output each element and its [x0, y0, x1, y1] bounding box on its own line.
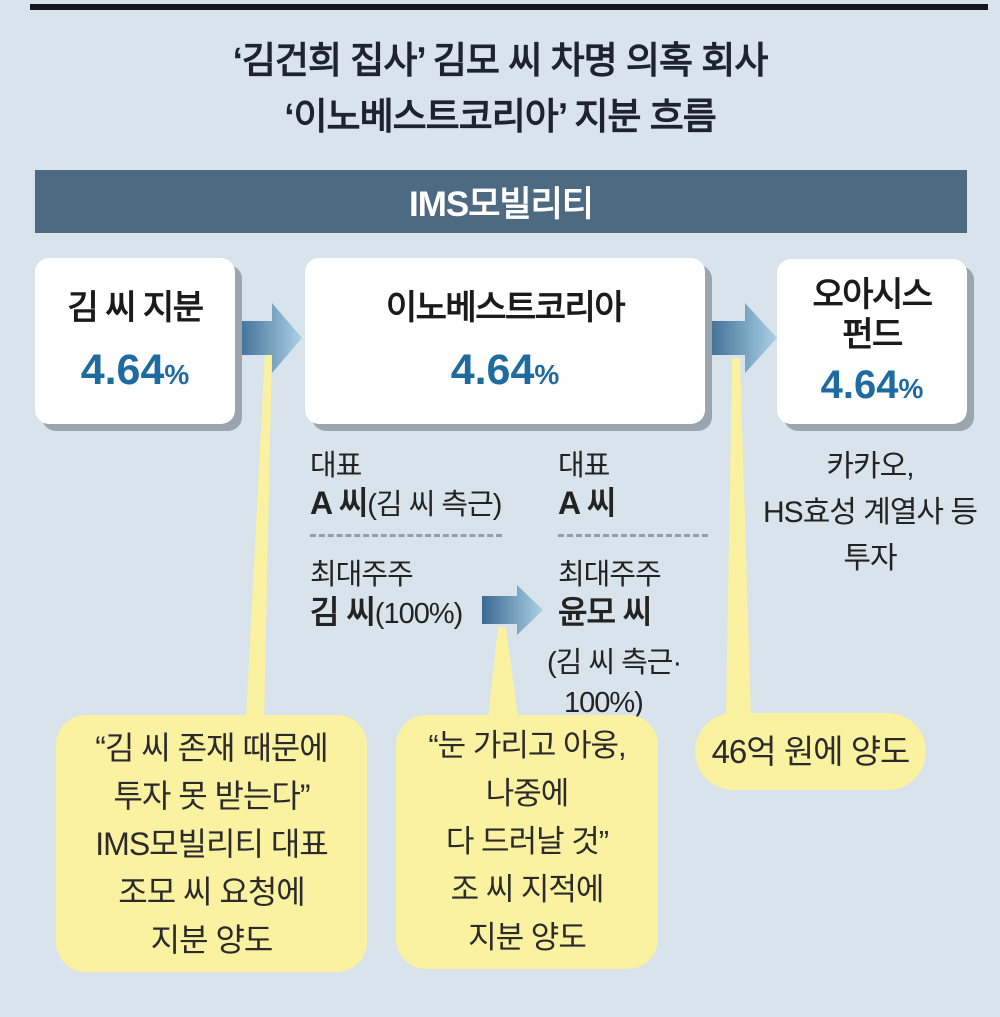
flow-box-innovest: 이노베스트코리아 4.64% [305, 258, 705, 424]
investors-line-2: HS효성 계열사 등 [763, 496, 978, 529]
major-shareholder-name: 윤모 씨 [558, 594, 652, 630]
percent-sign: % [898, 372, 924, 404]
callout-line: 지분 양도 [150, 921, 274, 958]
major-shareholder-label: 최대주주 [558, 559, 662, 591]
flow-box-kim-stake: 김 씨 지분 4.64% [35, 258, 235, 424]
callout-right: 46억 원에 양도 [695, 713, 926, 790]
box-value: 4.64% [451, 348, 560, 395]
parent-company-label: IMS모빌리티 [408, 185, 594, 224]
callout-line: 투자 못 받는다” [113, 777, 310, 814]
callout-line: 다 드러날 것” [445, 824, 609, 859]
top-rule [30, 4, 988, 10]
arrow-right-icon-1 [235, 303, 302, 373]
callout-line: 조모 씨 요청에 [118, 873, 305, 910]
arrow-right-icon-2 [705, 303, 777, 373]
ceo-name: A 씨 [558, 485, 616, 521]
callout-line: IMS모빌리티 대표 [95, 825, 328, 862]
innovest-info-before: 대표 A 씨(김 씨 측근) 최대주주 김 씨(100%) [310, 442, 502, 643]
major-shareholder-note-line-1: (김 씨 측근· [547, 647, 682, 679]
major-shareholder-line: 김 씨(100%) [310, 587, 502, 631]
major-shareholder-label: 최대주주 [310, 559, 414, 591]
ceo-label: 대표 [558, 450, 610, 482]
title-line-1: ‘김건희 집사’ 김모 씨 차명 의혹 회사 [232, 40, 769, 81]
dashed-divider [310, 534, 502, 537]
investors-line-1: 카카오, [826, 450, 914, 483]
title-line-2: ‘이노베스트코리아’ 지분 흐름 [284, 96, 717, 137]
ceo-label: 대표 [310, 450, 362, 482]
box-name: 오아시스 펀드 [812, 275, 933, 355]
stake-percent: 4.64 [80, 345, 165, 394]
box-name-line-1: 오아시스 [812, 275, 933, 314]
callout-line: “김 씨 존재 때문에 [95, 729, 328, 766]
major-shareholder-name: 김 씨 [310, 594, 376, 630]
callout-left: “김 씨 존재 때문에 투자 못 받는다” IMS모빌리티 대표 조모 씨 요청… [56, 715, 367, 972]
investors-line-3: 투자 [843, 542, 897, 575]
callout-line: 조 씨 지적에 [450, 872, 605, 907]
percent-sign: % [534, 358, 560, 390]
callout-tail-left [246, 352, 272, 718]
page-title: ‘김건희 집사’ 김모 씨 차명 의혹 회사 ‘이노베스트코리아’ 지분 흐름 [0, 33, 1000, 145]
callout-line: 지분 양도 [468, 920, 587, 955]
percent-sign: % [164, 358, 190, 390]
callout-line: 46억 원에 양도 [711, 732, 911, 770]
ceo-name-line: A 씨 [558, 478, 708, 522]
parent-company-bar: IMS모빌리티 [35, 170, 967, 233]
ceo-note: (김 씨 측근) [367, 489, 502, 521]
major-shareholder-note: (100%) [374, 598, 463, 630]
box-value: 4.64% [81, 348, 190, 395]
box-name: 김 씨 지분 [67, 288, 204, 327]
major-shareholder-line: 윤모 씨 [558, 587, 708, 631]
major-shareholder-note-line-2: 100%) [564, 687, 644, 719]
stake-percent: 4.64 [820, 362, 899, 407]
oasis-investors-note: 카카오, HS효성 계열사 등 투자 [745, 444, 995, 582]
box-name-line-2: 펀드 [842, 315, 903, 354]
stake-percent: 4.64 [450, 345, 535, 394]
ceo-name: A 씨 [310, 485, 368, 521]
flow-box-oasis-fund: 오아시스 펀드 4.64% [777, 259, 967, 424]
callout-middle: “눈 가리고 아웅, 나중에 다 드러날 것” 조 씨 지적에 지분 양도 [396, 715, 658, 969]
dashed-divider [558, 534, 708, 537]
callout-line: “눈 가리고 아웅, [428, 728, 626, 763]
ceo-name-line: A 씨(김 씨 측근) [310, 478, 502, 522]
box-value: 4.64% [821, 365, 924, 409]
box-name: 이노베스트코리아 [385, 288, 626, 327]
callout-line: 나중에 [485, 776, 570, 811]
innovest-info-after: 대표 A 씨 최대주주 윤모 씨 (김 씨 측근· 100%) [547, 442, 708, 723]
